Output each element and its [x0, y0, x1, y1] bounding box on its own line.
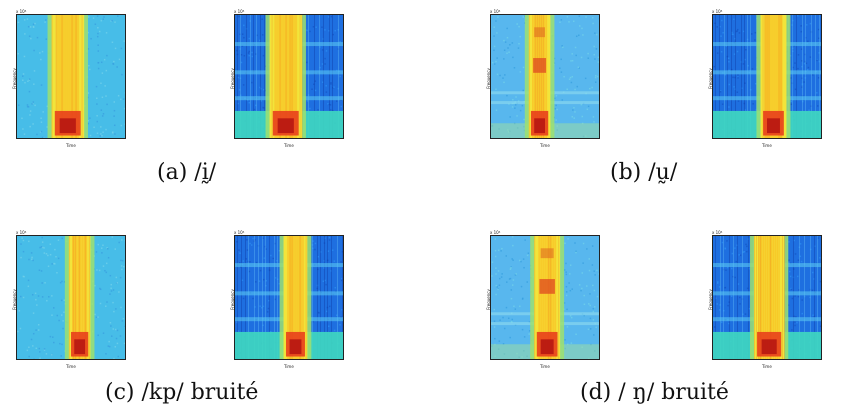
caption-d: (d) / ŋ/ bruité: [580, 380, 729, 405]
axis-ylabel: Frequency: [11, 288, 17, 310]
axis-ylabel: Frequency: [485, 288, 491, 310]
axis-ylabel: Frequency: [707, 288, 713, 310]
spectrogram-image: [712, 235, 822, 360]
axis-xlabel: Time: [540, 143, 550, 148]
axis-xlabel: Time: [66, 364, 76, 369]
axis-exponent: x 10⁴: [16, 9, 27, 14]
axis-exponent: x 10⁴: [490, 9, 501, 14]
spectrogram-image: [712, 14, 822, 139]
axis-exponent: x 10⁴: [712, 230, 723, 235]
spectrogram-image: [16, 235, 126, 360]
axis-exponent: x 10⁴: [234, 9, 245, 14]
axis-ylabel: Frequency: [229, 288, 235, 310]
axis-ylabel: Frequency: [11, 67, 17, 89]
axis-xlabel: Time: [540, 364, 550, 369]
axis-ylabel: Frequency: [485, 67, 491, 89]
caption-a: (a) /ḭ/: [157, 160, 217, 185]
spectrogram-image: [16, 14, 126, 139]
axis-xlabel: Time: [762, 364, 772, 369]
spectrogram-image: [490, 14, 600, 139]
axis-ylabel: Frequency: [707, 67, 713, 89]
spectrogram-image: [234, 235, 344, 360]
axis-exponent: x 10⁴: [16, 230, 27, 235]
spectrogram-image: [490, 235, 600, 360]
axis-xlabel: Time: [284, 143, 294, 148]
axis-exponent: x 10⁴: [712, 9, 723, 14]
axis-xlabel: Time: [284, 364, 294, 369]
spectrogram-image: [234, 14, 344, 139]
axis-exponent: x 10⁴: [234, 230, 245, 235]
axis-xlabel: Time: [762, 143, 772, 148]
caption-c: (c) /kp/ bruité: [105, 380, 259, 405]
axis-ylabel: Frequency: [229, 67, 235, 89]
caption-b: (b) /ṵ/: [610, 160, 678, 185]
axis-xlabel: Time: [66, 143, 76, 148]
axis-exponent: x 10⁴: [490, 230, 501, 235]
